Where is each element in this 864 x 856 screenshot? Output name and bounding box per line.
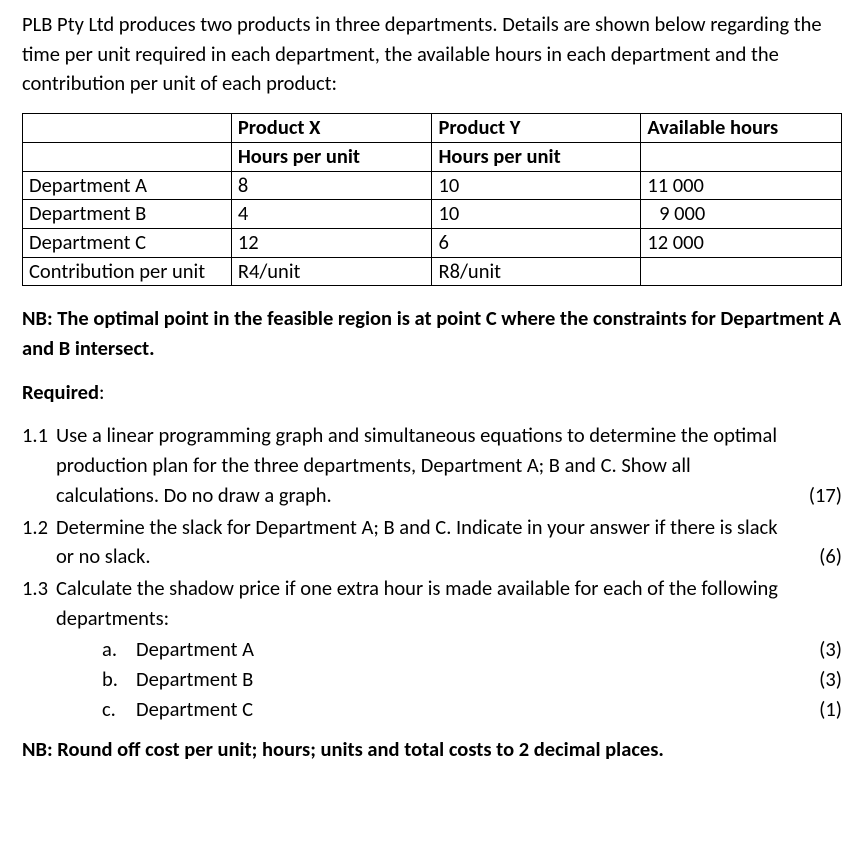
question-text: departments: xyxy=(56,604,842,634)
cell-av xyxy=(641,257,842,286)
question-1-1: 1.1 Use a linear programming graph and s… xyxy=(22,421,842,510)
table-row: Department A 8 10 11 000 xyxy=(23,171,842,200)
cell-x: R4/unit xyxy=(231,257,432,286)
table-row: Department C 12 6 12 000 xyxy=(23,228,842,257)
cell-hours-per-unit-y: Hours per unit xyxy=(432,142,641,171)
table-header-row-1: Product X Product Y Available hours xyxy=(23,114,842,143)
marks: (1) xyxy=(796,695,842,725)
cell-y: 10 xyxy=(432,171,641,200)
nb-optimal-point: NB: The optimal point in the feasible re… xyxy=(22,304,842,363)
sub-letter: b. xyxy=(102,665,136,695)
question-text: calculations. Do no draw a graph. xyxy=(56,481,796,511)
cell-x: 12 xyxy=(231,228,432,257)
required-text: Required xyxy=(22,379,99,405)
question-1-3: 1.3 Calculate the shadow price if one ex… xyxy=(22,574,842,633)
nb-rounding: NB: Round off cost per unit; hours; unit… xyxy=(22,735,842,765)
cell-av-value: 9 000 xyxy=(647,200,705,228)
cell-dept: Department C xyxy=(23,228,232,257)
table-row: Contribution per unit R4/unit R8/unit xyxy=(23,257,842,286)
cell-y: R8/unit xyxy=(432,257,641,286)
cell-blank xyxy=(23,142,232,171)
cell-hours-per-unit-x: Hours per unit xyxy=(231,142,432,171)
cell-y: 10 xyxy=(432,200,641,229)
sub-letter: c. xyxy=(102,695,136,725)
cell-contribution-label: Contribution per unit xyxy=(23,257,232,286)
question-number: 1.3 xyxy=(22,574,56,604)
sub-question-c: c. Department C (1) xyxy=(22,695,842,725)
required-label: Required: xyxy=(22,378,842,408)
question-text: Calculate the shadow price if one extra … xyxy=(56,574,842,604)
sub-text: Department B xyxy=(136,665,796,695)
table-header-row-2: Hours per unit Hours per unit xyxy=(23,142,842,171)
cell-blank xyxy=(23,114,232,143)
table-row: Department B 4 10 9 000 xyxy=(23,200,842,229)
question-number: 1.1 xyxy=(22,421,56,451)
sub-question-b: b. Department B (3) xyxy=(22,665,842,695)
cell-dept: Department B xyxy=(23,200,232,229)
cell-blank xyxy=(641,142,842,171)
sub-question-a: a. Department A (3) xyxy=(22,635,842,665)
cell-dept: Department A xyxy=(23,171,232,200)
cell-av: 12 000 xyxy=(641,228,842,257)
marks: (3) xyxy=(796,665,842,695)
data-table: Product X Product Y Available hours Hour… xyxy=(22,113,842,286)
cell-product-x: Product X xyxy=(231,114,432,143)
cell-x: 8 xyxy=(231,171,432,200)
marks: (17) xyxy=(796,481,842,511)
cell-av: 11 000 xyxy=(641,171,842,200)
question-1-2: 1.2 Determine the slack for Department A… xyxy=(22,513,842,572)
cell-av: 9 000 xyxy=(641,200,842,229)
cell-x: 4 xyxy=(231,200,432,229)
question-text: production plan for the three department… xyxy=(56,451,842,481)
sub-letter: a. xyxy=(102,635,136,665)
marks: (6) xyxy=(796,542,842,572)
cell-available-hours: Available hours xyxy=(641,114,842,143)
question-text: or no slack. xyxy=(56,542,796,572)
intro-paragraph: PLB Pty Ltd produces two products in thr… xyxy=(22,10,842,99)
cell-y: 6 xyxy=(432,228,641,257)
question-text: Determine the slack for Department A; B … xyxy=(56,513,842,543)
question-text: Use a linear programming graph and simul… xyxy=(56,421,842,451)
sub-text: Department A xyxy=(136,635,796,665)
marks: (3) xyxy=(796,635,842,665)
question-number: 1.2 xyxy=(22,513,56,543)
sub-text: Department C xyxy=(136,695,796,725)
cell-product-y: Product Y xyxy=(432,114,641,143)
